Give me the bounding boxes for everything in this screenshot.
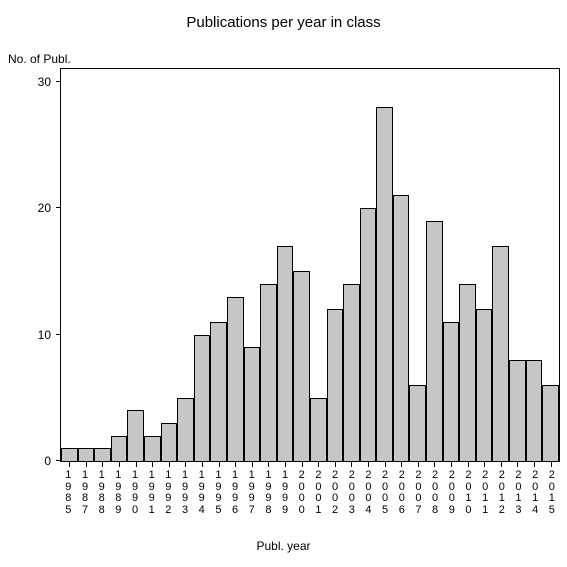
x-tick-label: 2008 <box>427 466 444 516</box>
plot-area: 0102030 <box>60 68 560 462</box>
bar <box>526 360 543 461</box>
y-axis-title: No. of Publ. <box>8 52 71 66</box>
x-tick-label: 1998 <box>260 466 277 516</box>
bar <box>426 221 443 461</box>
x-labels: 1985198719881989199019911992199319941995… <box>60 466 560 516</box>
bar <box>227 297 244 461</box>
bar <box>327 309 344 461</box>
x-tick-label: 2000 <box>293 466 310 516</box>
bars-group <box>61 69 559 461</box>
x-tick-label: 1985 <box>60 466 77 516</box>
x-tick-label: 1994 <box>193 466 210 516</box>
bar <box>61 448 78 461</box>
x-axis-title: Publ. year <box>0 539 567 553</box>
bar <box>343 284 360 461</box>
x-tick-label: 2014 <box>527 466 544 516</box>
x-tick-label: 1997 <box>243 466 260 516</box>
x-tick-label: 2009 <box>443 466 460 516</box>
bar <box>111 436 128 461</box>
bar <box>94 448 111 461</box>
bar <box>161 423 178 461</box>
bar <box>476 309 493 461</box>
bar <box>509 360 526 461</box>
y-tick-label: 0 <box>44 454 61 468</box>
y-tick-label: 20 <box>38 201 61 215</box>
x-tick-label: 2007 <box>410 466 427 516</box>
x-tick-label: 1996 <box>227 466 244 516</box>
bar <box>260 284 277 461</box>
bar <box>293 271 310 461</box>
chart-title: Publications per year in class <box>0 14 567 31</box>
x-tick-label: 2006 <box>393 466 410 516</box>
bar <box>78 448 95 461</box>
bar <box>542 385 559 461</box>
x-tick-label: 2002 <box>327 466 344 516</box>
x-tick-label: 2003 <box>343 466 360 516</box>
chart-container: Publications per year in class No. of Pu… <box>0 0 567 567</box>
x-tick-label: 1991 <box>143 466 160 516</box>
x-tick-label: 1987 <box>77 466 94 516</box>
x-tick-label: 1988 <box>93 466 110 516</box>
x-tick-label: 2015 <box>543 466 560 516</box>
x-tick-label: 1993 <box>177 466 194 516</box>
bar <box>376 107 393 461</box>
x-tick-label: 2012 <box>493 466 510 516</box>
bar <box>144 436 161 461</box>
x-tick-label: 1995 <box>210 466 227 516</box>
x-tick-label: 1990 <box>127 466 144 516</box>
bar <box>210 322 227 461</box>
y-tick-label: 30 <box>38 75 61 89</box>
x-tick-label: 2011 <box>477 466 494 516</box>
bar <box>194 335 211 461</box>
bar <box>277 246 294 461</box>
x-tick-label: 2004 <box>360 466 377 516</box>
bar <box>244 347 261 461</box>
bar <box>393 195 410 461</box>
x-tick-label: 2001 <box>310 466 327 516</box>
bar <box>459 284 476 461</box>
bar <box>310 398 327 461</box>
x-tick-label: 1989 <box>110 466 127 516</box>
x-tick-label: 2005 <box>377 466 394 516</box>
bar <box>492 246 509 461</box>
x-tick-label: 1999 <box>277 466 294 516</box>
x-tick-label: 1992 <box>160 466 177 516</box>
bar <box>177 398 194 461</box>
bar <box>409 385 426 461</box>
x-tick-label: 2010 <box>460 466 477 516</box>
x-tick-label: 2013 <box>510 466 527 516</box>
bar <box>360 208 377 461</box>
bar <box>443 322 460 461</box>
bar <box>127 410 144 461</box>
y-tick-label: 10 <box>38 328 61 342</box>
